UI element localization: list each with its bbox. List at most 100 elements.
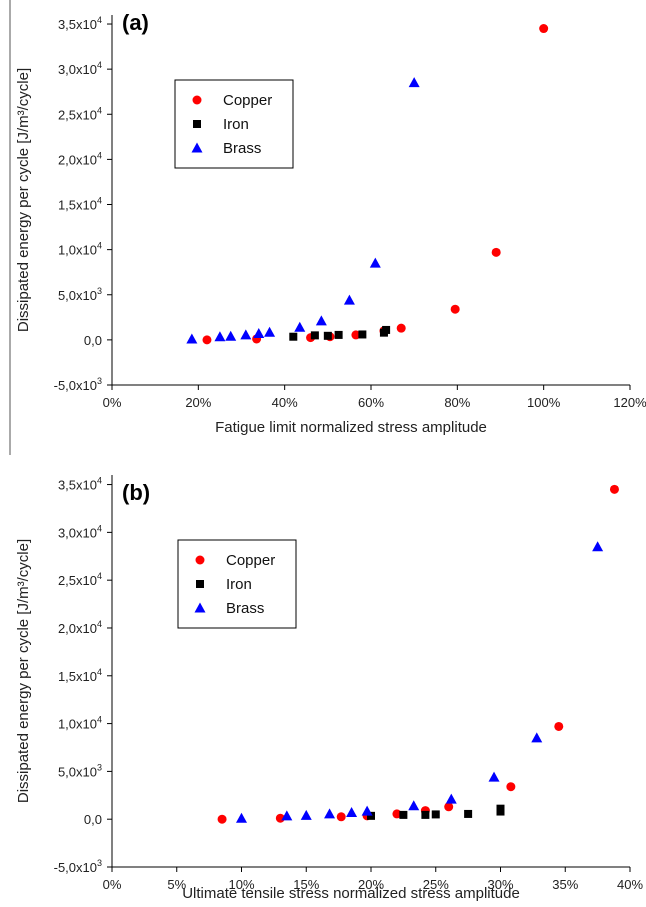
y-tick-mantissa: 2,5x10	[58, 573, 97, 588]
y-tick-mantissa: 0,0	[84, 333, 102, 348]
y-tick-label: 5,0x103	[58, 762, 102, 779]
panel-label: (b)	[122, 480, 150, 505]
y-tick-label: 2,5x104	[58, 105, 102, 122]
y-axis-title: Dissipated energy per cycle [J/m³/cycle]	[15, 68, 32, 332]
y-tick-mantissa: 2,5x10	[58, 107, 97, 122]
y-tick-mantissa: 1,0x10	[58, 717, 97, 732]
y-tick-mantissa: 5,0x10	[58, 764, 97, 779]
y-tick-mantissa: 3,5x10	[58, 478, 97, 493]
copper-point	[609, 484, 619, 494]
y-tick-label: 3,0x104	[58, 523, 102, 540]
x-tick-label: 20%	[185, 395, 211, 410]
iron-point	[334, 330, 343, 339]
iron-point	[289, 332, 298, 341]
brass-point	[240, 329, 252, 340]
y-tick-label: 1,0x104	[58, 715, 102, 732]
x-tick-label: 0%	[103, 877, 122, 892]
y-tick-mantissa: 3,0x10	[58, 62, 97, 77]
legend-label: Copper	[223, 92, 272, 109]
brass-point	[531, 732, 543, 743]
brass-point	[324, 808, 336, 819]
panel-label: (a)	[122, 10, 149, 35]
y-tick-exponent: 4	[97, 523, 102, 533]
y-tick-mantissa: 5,0x10	[58, 288, 97, 303]
y-tick-label: 0,0	[84, 812, 102, 827]
copper-point	[491, 247, 501, 257]
iron-point	[323, 331, 332, 340]
x-tick-label: 0%	[103, 395, 122, 410]
x-tick-label: 30%	[487, 877, 513, 892]
legend: Copper Iron Brass	[177, 539, 297, 629]
x-axis-title: Fatigue limit normalized stress amplitud…	[215, 419, 487, 436]
legend-label: Iron	[226, 576, 252, 593]
y-tick-mantissa: 1,0x10	[58, 243, 97, 258]
brass-point	[445, 793, 457, 804]
y-tick-mantissa: 3,0x10	[58, 525, 97, 540]
copper-point	[202, 335, 212, 345]
iron-point	[382, 325, 391, 334]
iron-point	[399, 810, 408, 819]
panel-b: 0% 5% 10% 15% 20% 25% 30% 35% 40%-5,0x1030,05,0x…	[15, 475, 643, 902]
legend-iron-marker	[193, 120, 201, 128]
y-tick-mantissa: -5,0x10	[54, 860, 97, 875]
series-copper	[217, 484, 619, 824]
y-tick-exponent: 4	[97, 15, 102, 25]
iron-point	[464, 809, 473, 818]
y-tick-exponent: 4	[97, 619, 102, 629]
legend-iron-marker	[196, 580, 204, 588]
iron-point	[496, 804, 505, 813]
y-tick-exponent: 4	[97, 667, 102, 677]
brass-point	[214, 331, 226, 342]
x-tick-label: 20%	[358, 877, 384, 892]
x-tick-label: 60%	[358, 395, 384, 410]
y-tick-label: 0,0	[84, 333, 102, 348]
legend-brass-marker	[191, 142, 203, 153]
y-tick-mantissa: -5,0x10	[54, 378, 97, 393]
copper-point	[217, 814, 227, 824]
x-tick-label: 40%	[272, 395, 298, 410]
brass-point	[408, 800, 420, 811]
y-tick-mantissa: 0,0	[84, 812, 102, 827]
y-tick-label: 5,0x103	[58, 286, 102, 303]
y-tick-label: 3,5x104	[58, 476, 102, 493]
y-tick-exponent: 4	[97, 241, 102, 251]
y-tick-exponent: 4	[97, 476, 102, 486]
copper-point	[506, 782, 516, 792]
legend-brass-marker	[194, 602, 206, 613]
x-tick-label: 25%	[423, 877, 449, 892]
y-tick-exponent: 4	[97, 105, 102, 115]
series-brass	[186, 77, 420, 344]
brass-point	[294, 321, 306, 332]
legend-label: Iron	[223, 116, 249, 133]
legend-label: Copper	[226, 552, 275, 569]
iron-point	[421, 810, 430, 819]
copper-point	[351, 330, 361, 340]
y-tick-exponent: 3	[97, 286, 102, 296]
brass-point	[343, 294, 355, 305]
x-tick-label: 5%	[167, 877, 186, 892]
copper-point	[444, 802, 454, 812]
y-tick-mantissa: 2,0x10	[58, 621, 97, 636]
y-tick-label: 2,5x104	[58, 571, 102, 588]
iron-point	[367, 811, 375, 820]
x-tick-label: 40%	[617, 877, 643, 892]
y-tick-label: 3,0x104	[58, 60, 102, 77]
y-tick-label: 2,0x104	[58, 150, 102, 167]
y-tick-label: -5,0x103	[54, 858, 102, 875]
series-copper	[202, 24, 549, 345]
y-tick-label: 1,0x104	[58, 241, 102, 258]
y-tick-exponent: 3	[97, 858, 102, 868]
brass-point	[300, 809, 312, 820]
x-tick-label: 100%	[527, 395, 561, 410]
brass-point	[488, 771, 500, 782]
y-tick-mantissa: 1,5x10	[58, 669, 97, 684]
brass-point	[315, 315, 327, 326]
brass-point	[361, 805, 373, 816]
brass-point	[369, 257, 381, 268]
legend-copper-marker	[195, 555, 205, 565]
brass-point	[346, 807, 358, 818]
legend-label: Brass	[223, 140, 261, 157]
y-tick-exponent: 4	[97, 150, 102, 160]
brass-point	[186, 333, 198, 344]
y-tick-label: -5,0x103	[54, 376, 102, 393]
